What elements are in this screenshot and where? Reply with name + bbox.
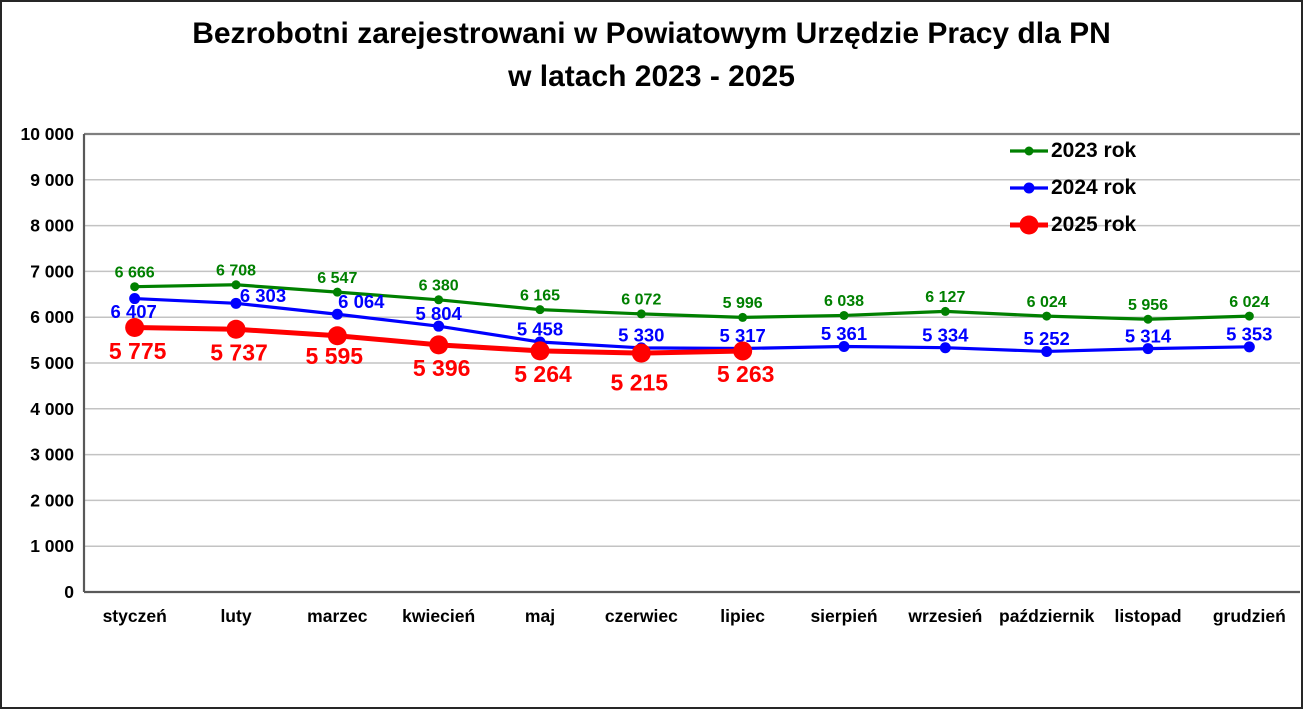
x-axis-label: lipiec (720, 606, 765, 626)
x-axis-label: maj (525, 606, 555, 626)
data-label: 6 038 (824, 293, 864, 310)
x-axis-label: luty (220, 606, 251, 626)
data-label: 6 708 (216, 263, 256, 280)
data-label: 5 215 (611, 369, 669, 395)
data-label: 5 737 (210, 340, 268, 366)
data-point (231, 280, 241, 290)
chart-title: Bezrobotni zarejestrowani w Powiatowym U… (2, 12, 1301, 98)
chart-title-line1: Bezrobotni zarejestrowani w Powiatowym U… (192, 17, 1111, 50)
data-point (230, 297, 242, 309)
y-axis-tick-label: 2 000 (30, 490, 74, 510)
data-label: 6 165 (520, 287, 560, 304)
y-axis-tick-label: 7 000 (30, 261, 74, 281)
legend-label-2023: 2023 rok (1051, 138, 1137, 162)
legend-marker-2024-icon (1010, 182, 1048, 193)
data-label: 6 380 (419, 278, 459, 295)
data-point (429, 335, 449, 355)
data-point (226, 319, 246, 339)
data-point (1041, 345, 1053, 357)
legend-item-2024: 2024 rok (1008, 169, 1136, 206)
data-point (636, 309, 646, 319)
x-axis-label: grudzień (1213, 606, 1286, 626)
y-axis-tick-label: 4 000 (30, 399, 74, 419)
y-axis-tick-label: 6 000 (30, 307, 74, 327)
data-point (530, 341, 550, 361)
data-label: 5 996 (723, 295, 763, 312)
chart-title-line2: w latach 2023 - 2025 (508, 60, 795, 93)
x-axis-label: styczeń (103, 606, 167, 626)
data-label: 6 024 (1027, 294, 1067, 311)
data-point (839, 310, 849, 320)
data-label: 5 458 (517, 319, 563, 340)
legend-item-2023: 2023 rok (1008, 132, 1136, 169)
y-axis-tick-label: 3 000 (30, 445, 74, 465)
data-point (738, 312, 748, 322)
data-point (327, 326, 347, 346)
y-axis-tick-label: 0 (64, 582, 74, 602)
data-label: 5 361 (821, 323, 867, 344)
data-point (332, 287, 342, 297)
data-point (631, 343, 651, 363)
data-point (535, 305, 545, 315)
y-axis-tick-label: 10 000 (20, 124, 74, 144)
data-label: 5 353 (1226, 323, 1272, 344)
data-point (129, 293, 141, 305)
data-label: 5 317 (720, 325, 766, 346)
series-line-2024-rok (134, 296, 1250, 354)
y-axis-tick-label: 1 000 (30, 536, 74, 556)
series-line-2023-rok (134, 283, 1250, 321)
data-point (940, 306, 950, 316)
data-point (331, 308, 343, 320)
y-axis-tick-label: 5 000 (30, 353, 74, 373)
data-point (939, 342, 951, 354)
data-point (1143, 314, 1153, 324)
legend-item-2025: 2025 rok (1008, 206, 1136, 243)
legend-label-2025: 2025 rok (1051, 212, 1137, 236)
data-label: 5 775 (109, 338, 167, 364)
data-label: 6 407 (111, 301, 157, 322)
legend: 2023 rok 2024 rok 2025 rok (1008, 132, 1136, 243)
y-axis-tick-label: 9 000 (30, 170, 74, 190)
legend-marker-2023-icon (1010, 146, 1048, 155)
data-label: 5 396 (413, 355, 471, 381)
data-label: 5 263 (717, 361, 775, 387)
x-axis-label: październik (999, 606, 1095, 626)
y-axis-tick-label: 8 000 (30, 216, 74, 236)
data-label: 6 666 (115, 264, 155, 281)
data-point (125, 318, 145, 338)
data-label: 5 330 (618, 325, 664, 346)
data-label: 6 127 (925, 289, 965, 306)
data-point (733, 341, 753, 361)
legend-label-2024: 2024 rok (1051, 175, 1137, 199)
x-axis-label: wrzesień (907, 606, 982, 626)
x-axis-label: marzec (307, 606, 368, 626)
x-axis-label: kwiecień (402, 606, 475, 626)
data-point (433, 320, 445, 332)
data-point (1243, 341, 1255, 353)
data-label: 6 064 (338, 291, 385, 312)
data-label: 5 252 (1024, 328, 1070, 349)
data-point (1042, 311, 1052, 321)
data-point (130, 282, 140, 292)
data-point (838, 340, 850, 352)
data-point (434, 295, 444, 305)
data-point (1244, 311, 1254, 321)
data-label: 5 956 (1128, 297, 1168, 314)
data-label: 5 595 (306, 343, 364, 369)
legend-marker-2025-icon (1010, 215, 1048, 234)
x-axis-label: czerwiec (605, 606, 678, 626)
data-label: 5 334 (922, 324, 969, 345)
data-label: 5 314 (1125, 325, 1172, 346)
x-axis-label: listopad (1114, 606, 1181, 626)
data-label: 5 264 (514, 361, 572, 387)
x-axis-label: sierpień (810, 606, 877, 626)
data-label: 5 804 (416, 303, 463, 324)
data-label: 6 072 (621, 292, 661, 309)
data-label: 6 547 (317, 270, 357, 287)
data-point (1142, 343, 1154, 355)
data-label: 6 024 (1229, 294, 1269, 311)
data-label: 6 303 (240, 285, 286, 306)
